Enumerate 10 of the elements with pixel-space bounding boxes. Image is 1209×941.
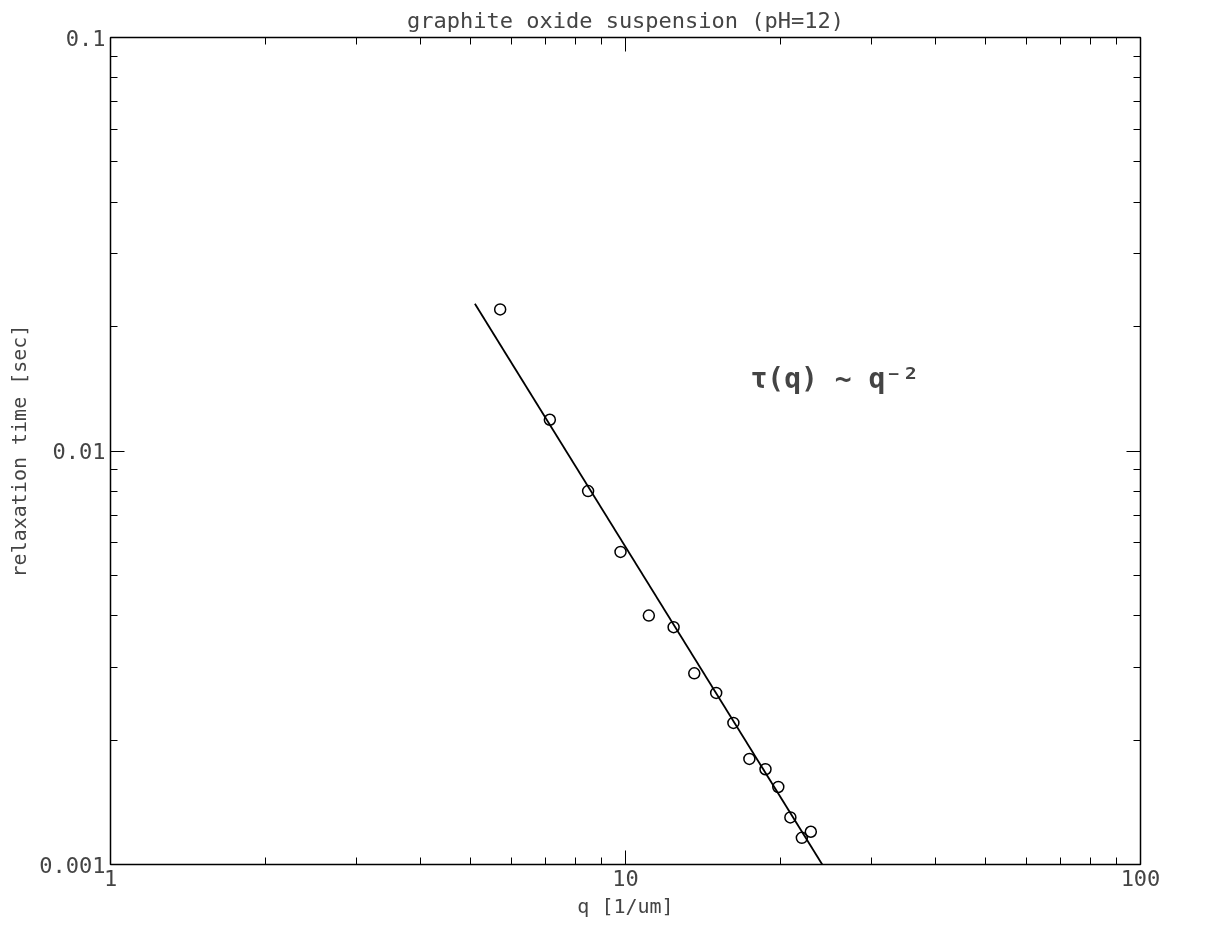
y-axis-title: relaxation time [sec] [7,324,32,578]
annotation: τ(q) ~ q⁻² [750,361,920,395]
y-tick-label: 0.001 [39,852,106,878]
y-tick-label: 0.01 [52,439,106,464]
chart-title: graphite oxide suspension (pH=12) [406,7,845,33]
x-axis-title: q [1/um] [577,893,674,918]
y-tick-label: 0.1 [65,25,106,51]
x-tick-label: 1 [103,865,118,891]
x-tick-label: 100 [1120,865,1161,891]
x-tick-label: 10 [612,865,639,891]
